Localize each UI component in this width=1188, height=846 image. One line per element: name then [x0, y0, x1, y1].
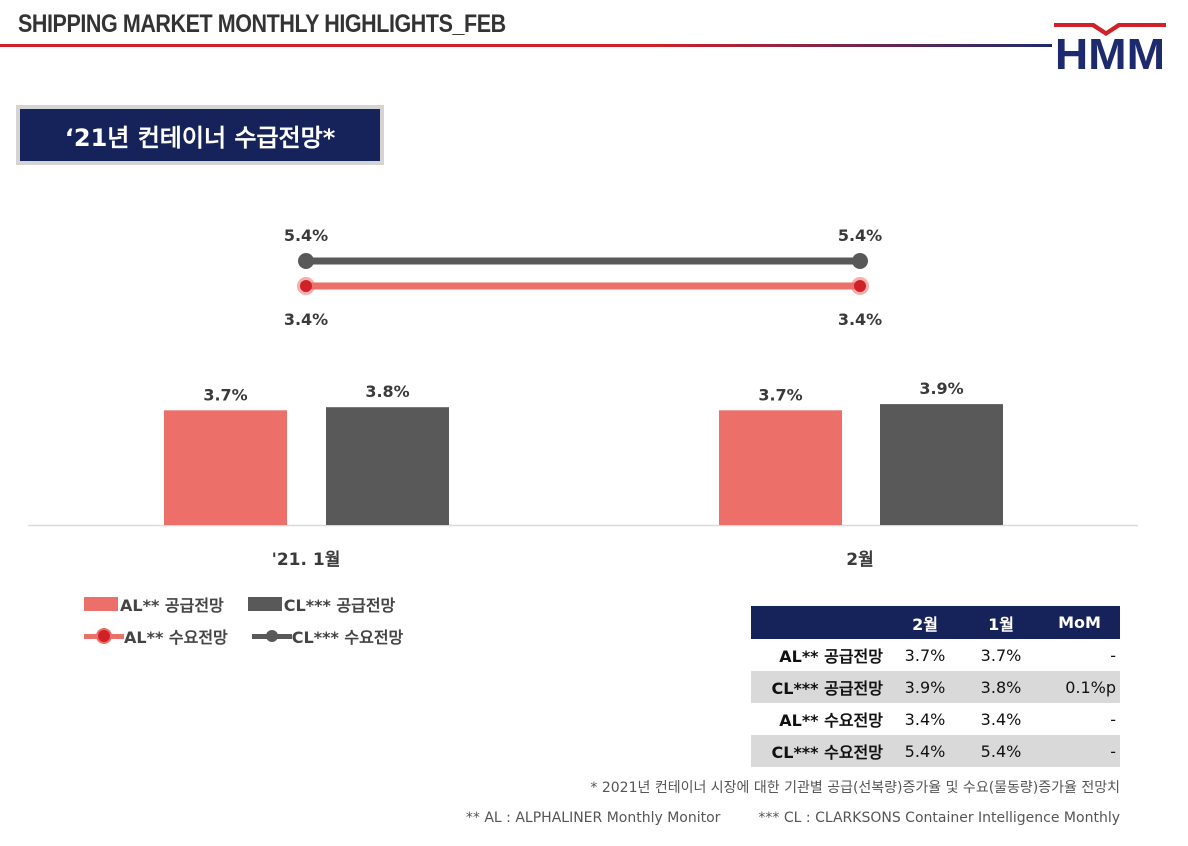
hmm-logo: HMM: [1054, 23, 1166, 74]
header-divider: [0, 44, 1052, 47]
jan-value: 3.8%: [963, 671, 1039, 703]
summary-table: 2월 1월 MoM AL** 공급전망 3.7% 3.7% - CL*** 공급…: [751, 606, 1120, 767]
table-header-cell: 2월: [887, 606, 963, 639]
table-row: AL** 공급전망 3.7% 3.7% -: [751, 639, 1120, 671]
legend-item-al-supply: AL** 공급전망: [84, 592, 224, 616]
legend-label: AL** 공급전망: [120, 596, 224, 615]
legend-swatch-cl-supply: [247, 597, 282, 611]
feb-value: 3.4%: [904, 709, 946, 729]
bar-cl-supply: [326, 407, 449, 525]
row-label: AL** 공급전망: [779, 647, 883, 666]
jan-value: 3.7%: [980, 645, 1022, 665]
feb-value: 3.9%: [887, 671, 963, 703]
supply-demand-chart: 3.7% 3.8% '21. 1월 3.7% 3.9% 2월 3.4% 3.4% 5.4% 5.4…: [28, 226, 1138, 570]
legend-label: CL*** 공급전망: [283, 596, 396, 615]
table-header-row: 2월 1월 MoM: [751, 606, 1120, 639]
legend-swatch-cl-demand: [251, 629, 292, 643]
x-tick-label: '21. 1월: [272, 550, 341, 570]
section-title: ‘21년 컨테이너 수급전망*: [16, 105, 384, 165]
jan-value: 3.4%: [980, 709, 1022, 729]
row-label: CL*** 공급전망: [751, 671, 887, 703]
footnote-alphaliner: ** AL : ALPHALINER Monthly Monitor: [465, 810, 721, 826]
line-data-label: 5.4%: [284, 226, 328, 245]
legend-item-cl-supply: CL*** 공급전망: [247, 592, 396, 616]
line-data-label: 3.4%: [838, 310, 882, 329]
line-point-cl-demand: [298, 253, 314, 269]
legend-swatch-al-demand: [84, 629, 124, 643]
line-data-label: 5.4%: [838, 226, 882, 245]
x-tick-label: 2월: [846, 550, 873, 570]
mom-value: 0.1%p: [1039, 671, 1120, 703]
table-row: AL** 수요전망 3.4% 3.4% -: [751, 703, 1120, 735]
table-header-cell: MoM: [1039, 606, 1120, 639]
bar-data-label: 3.8%: [365, 382, 409, 401]
bar-data-label: 3.7%: [203, 385, 247, 404]
footnote-clarksons: *** CL : CLARKSONS Container Intelligenc…: [758, 810, 1120, 826]
table-header-cell: [751, 606, 887, 639]
legend-label: CL*** 수요전망: [291, 628, 404, 647]
mom-value: -: [1039, 735, 1120, 767]
line-point-al-demand: [854, 280, 866, 292]
mom-value: -: [1110, 645, 1116, 665]
footnote-main: * 2021년 컨테이너 시장에 대한 기관별 공급(선복량)증가율 및 수요(…: [590, 780, 1120, 796]
legend-item-al-demand: AL** 수요전망: [84, 624, 228, 648]
line-point-al-demand: [300, 280, 312, 292]
table-header-cell: 1월: [963, 606, 1039, 639]
bar-al-supply: [719, 410, 842, 525]
line-data-label: 3.4%: [284, 310, 328, 329]
row-label: CL*** 수요전망: [751, 735, 887, 767]
row-label: AL** 수요전망: [779, 711, 883, 730]
table-row: CL*** 수요전망 5.4% 5.4% -: [751, 735, 1120, 767]
page-header-title: SHIPPING MARKET MONTHLY HIGHLIGHTS_FEB: [18, 10, 506, 38]
bar-data-label: 3.9%: [919, 379, 963, 398]
jan-value: 5.4%: [963, 735, 1039, 767]
legend-item-cl-demand: CL*** 수요전망: [251, 624, 404, 648]
bar-al-supply: [164, 410, 287, 525]
chart-legend: AL** 공급전망 CL*** 공급전망 AL** 수요전망 CL*** 수요전…: [84, 588, 427, 652]
table-row: CL*** 공급전망 3.9% 3.8% 0.1%p: [751, 671, 1120, 703]
logo-wordmark: HMM: [1055, 29, 1165, 74]
footnotes: * 2021년 컨테이너 시장에 대한 기관별 공급(선복량)증가율 및 수요(…: [466, 774, 1120, 834]
mom-value: -: [1110, 709, 1116, 729]
feb-value: 3.7%: [904, 645, 946, 665]
line-point-cl-demand: [852, 253, 868, 269]
legend-swatch-al-supply: [84, 597, 118, 611]
feb-value: 5.4%: [887, 735, 963, 767]
legend-label: AL** 수요전망: [124, 628, 228, 647]
bar-cl-supply: [880, 404, 1003, 525]
bar-data-label: 3.7%: [758, 385, 802, 404]
